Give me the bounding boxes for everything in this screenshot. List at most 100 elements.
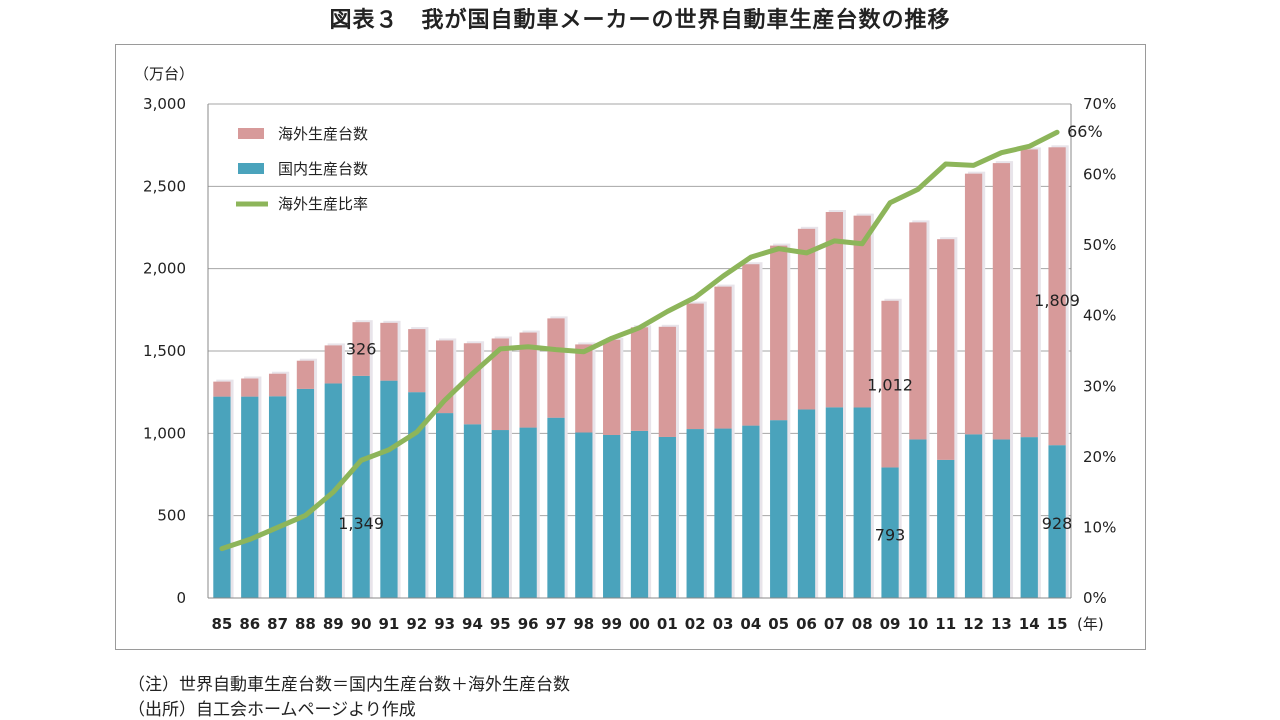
- legend-label-overseas: 海外生産台数: [278, 125, 368, 143]
- bar-overseas: [463, 343, 482, 425]
- bar-domestic: [463, 424, 482, 598]
- x-tick-label: 03: [713, 615, 734, 633]
- x-tick-label: 93: [434, 615, 455, 633]
- data-label: 928: [1042, 514, 1073, 533]
- x-tick-label: 01: [657, 615, 678, 633]
- bar-domestic: [603, 434, 621, 598]
- x-tick-label: 02: [685, 615, 706, 633]
- data-labels: 326 1,349 1,012 793 1,809 928 66%: [338, 122, 1102, 544]
- x-tick-label: 11: [935, 615, 956, 633]
- note-formula: （注）世界自動車生産台数＝国内生産台数＋海外生産台数: [128, 675, 570, 695]
- axes: 05001,0001,5002,0002,5003,0000%10%20%30%…: [134, 65, 1116, 633]
- x-tick-label: 87: [267, 615, 288, 633]
- bar-domestic: [714, 428, 732, 598]
- bar-overseas: [408, 329, 426, 393]
- y-tick-label: 500: [157, 507, 186, 525]
- bar-overseas: [853, 215, 871, 408]
- bar-overseas: [881, 300, 899, 468]
- bar-overseas: [352, 322, 370, 376]
- legend-label-ratio: 海外生産比率: [278, 195, 368, 213]
- x-tick-label: 90: [351, 615, 372, 633]
- data-label: 793: [875, 525, 906, 544]
- bar-overseas: [547, 318, 565, 418]
- y-tick-label: 1,500: [143, 342, 186, 360]
- bar-domestic: [825, 407, 844, 598]
- bar-domestic: [241, 396, 259, 598]
- bar-overseas: [686, 303, 704, 430]
- note-source: （出所）自工会ホームページより作成: [128, 700, 416, 720]
- bar-domestic: [296, 388, 315, 598]
- bar-overseas: [380, 322, 398, 381]
- y2-tick-label: 30%: [1083, 377, 1116, 395]
- y-tick-label: 2,500: [143, 177, 186, 195]
- bar-domestic: [1048, 445, 1066, 598]
- bar-overseas: [909, 222, 927, 440]
- bar-overseas: [630, 327, 649, 431]
- bar-overseas: [797, 228, 816, 410]
- bar-overseas: [992, 163, 1011, 440]
- bar-overseas: [575, 344, 593, 433]
- bar-overseas: [770, 245, 788, 421]
- x-tick-label: 05: [768, 615, 789, 633]
- data-label: 326: [346, 339, 377, 358]
- chart-title: 図表３ 我が国自動車メーカーの世界自動車生産台数の推移: [329, 8, 951, 33]
- x-tick-label: 91: [379, 615, 400, 633]
- bar-domestic: [937, 459, 955, 598]
- ratio-line-group: [219, 129, 1060, 552]
- bar-overseas: [268, 373, 287, 397]
- x-tick-label: 97: [546, 615, 567, 633]
- legend-swatch-overseas: [238, 128, 264, 139]
- y2-tick-label: 10%: [1083, 518, 1116, 536]
- x-tick-label: 96: [518, 615, 539, 633]
- x-tick-label: 09: [880, 615, 901, 633]
- data-label: 1,809: [1034, 291, 1080, 310]
- legend-label-domestic: 国内生産台数: [278, 160, 368, 178]
- bar-overseas: [964, 173, 983, 435]
- x-tick-label: 95: [490, 615, 511, 633]
- bar-overseas: [937, 239, 955, 460]
- x-tick-label: 94: [462, 615, 483, 633]
- bar-domestic: [881, 467, 899, 598]
- bar-overseas: [296, 360, 315, 389]
- bar-domestic: [491, 430, 509, 598]
- bar-overseas: [603, 339, 621, 435]
- bar-overseas: [1048, 147, 1066, 446]
- x-tick-label: 85: [211, 615, 232, 633]
- bar-domestic: [1020, 437, 1038, 598]
- x-tick-label: 86: [239, 615, 260, 633]
- x-tick-label: 00: [629, 615, 650, 633]
- y-tick-label: 3,000: [143, 95, 186, 113]
- bar-domestic: [658, 436, 676, 598]
- bar-domestic: [630, 430, 649, 598]
- bar-overseas: [491, 338, 509, 431]
- y2-tick-label: 70%: [1083, 95, 1116, 113]
- x-tick-label: 04: [740, 615, 761, 633]
- y-unit-label: （万台）: [134, 65, 194, 83]
- x-tick-label: 08: [852, 615, 873, 633]
- bar-domestic: [992, 439, 1011, 598]
- bar-overseas: [825, 212, 844, 408]
- bar-domestic: [770, 420, 788, 598]
- y2-tick-label: 20%: [1083, 448, 1116, 466]
- bar-domestic: [964, 434, 983, 598]
- bar-overseas: [658, 326, 676, 437]
- y-tick-label: 2,000: [143, 260, 186, 278]
- y-tick-label: 0: [176, 589, 186, 607]
- x-tick-label: 15: [1047, 615, 1068, 633]
- chart-svg: 05001,0001,5002,0002,5003,0000%10%20%30%…: [134, 65, 1116, 633]
- bar-domestic: [575, 432, 593, 598]
- x-unit-label: (年): [1077, 615, 1104, 633]
- bar-domestic: [408, 392, 426, 598]
- bar-domestic: [213, 396, 231, 598]
- y2-tick-label: 0%: [1083, 589, 1107, 607]
- bar-overseas: [213, 381, 231, 397]
- x-tick-label: 10: [907, 615, 928, 633]
- bar-domestic: [380, 380, 398, 598]
- bar-domestic: [797, 409, 816, 598]
- y2-tick-label: 60%: [1083, 166, 1116, 184]
- x-tick-label: 06: [796, 615, 817, 633]
- bar-domestic: [268, 396, 287, 598]
- bar-domestic: [742, 425, 760, 598]
- x-tick-label: 07: [824, 615, 845, 633]
